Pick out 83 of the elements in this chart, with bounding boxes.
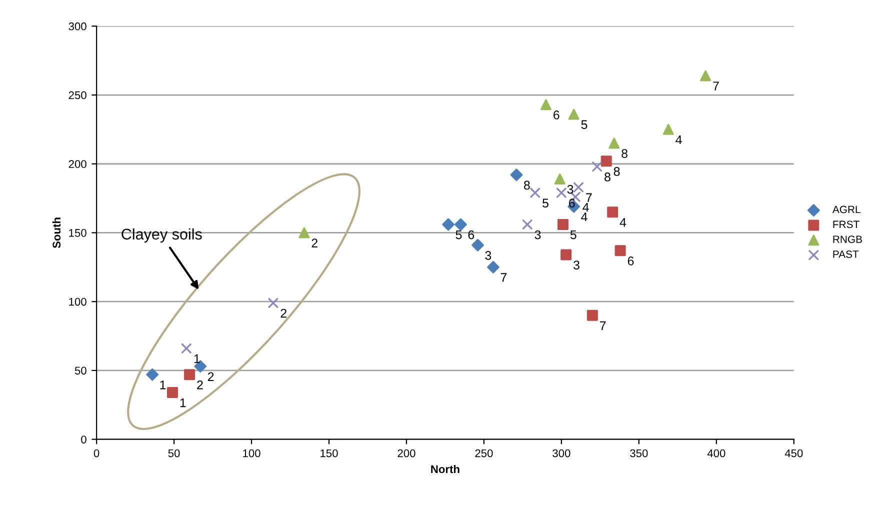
point (510, 168, 523, 182)
legend-label: RNGB (833, 236, 862, 243)
point (700, 70, 712, 82)
y-axis-title: South (52, 218, 61, 248)
annotation: 8 (604, 172, 610, 182)
point (662, 124, 674, 135)
point (600, 156, 612, 167)
point (560, 249, 572, 260)
annotation: 7 (713, 82, 719, 90)
annotation: 5 (542, 198, 548, 208)
annotation: 4 (582, 202, 589, 212)
y-tick-label: 150 (69, 229, 86, 237)
annotation: 3 (567, 184, 574, 194)
x-tick-label: 300 (552, 449, 570, 458)
annotation: 2 (197, 380, 203, 390)
x-tick-label: 150 (320, 449, 338, 458)
x-tick-label: 200 (398, 449, 416, 458)
point (166, 387, 178, 398)
annotation: 5 (456, 230, 462, 240)
point (442, 218, 455, 231)
y-tick-label: 0 (81, 436, 86, 444)
y-tick-label: 300 (68, 22, 86, 30)
point (608, 138, 620, 149)
x-tick-label: 450 (784, 449, 803, 458)
point (586, 310, 598, 321)
point (184, 369, 196, 380)
point (472, 238, 484, 252)
point (454, 218, 467, 231)
annotation: 7 (586, 193, 592, 202)
annotation: 7 (500, 273, 507, 282)
annotation: 5 (581, 120, 588, 130)
x-tick-label: 50 (168, 449, 180, 458)
annotation: 1 (194, 354, 200, 364)
annotation: 6 (468, 230, 474, 240)
y-tick-label: 100 (69, 298, 86, 306)
x-axis-title: North (431, 464, 460, 474)
annotation: 2 (208, 372, 214, 381)
point (568, 108, 580, 120)
point (554, 174, 566, 185)
y-tick-label: 250 (68, 91, 86, 100)
annotation: 4 (620, 218, 626, 227)
point (180, 342, 192, 354)
x-tick-label: 250 (475, 449, 493, 458)
annotation: 5 (570, 230, 576, 240)
point (540, 99, 552, 110)
point (556, 187, 567, 198)
point (614, 245, 626, 256)
annotation: 6 (569, 198, 575, 208)
point (572, 182, 584, 193)
annotation: 7 (600, 321, 606, 330)
annotation: Clayey soils (122, 228, 202, 243)
point (607, 206, 618, 218)
annotation: 8 (614, 167, 620, 176)
y-tick-label: 200 (68, 160, 86, 168)
x-tick-label: 0 (94, 449, 100, 458)
annotation: 3 (534, 230, 541, 240)
annotation: 3 (574, 260, 580, 270)
point (530, 187, 541, 198)
annotation: 3 (485, 251, 492, 260)
annotation: 2 (312, 238, 318, 248)
x-tick-label: 100 (243, 449, 260, 458)
point (592, 161, 603, 172)
x-tick-label: 350 (630, 449, 648, 458)
legend-label: AGRL (832, 206, 860, 214)
point (146, 368, 159, 381)
y-tick-label: 50 (74, 366, 86, 375)
annotation: 6 (554, 110, 560, 120)
point (522, 218, 533, 230)
annotation: 2 (280, 308, 286, 318)
annotation: 8 (622, 149, 628, 158)
legend-label: PAST (833, 250, 859, 258)
legend-label: FRST (833, 220, 860, 228)
annotation: 1 (160, 380, 166, 390)
annotation: 4 (676, 135, 682, 144)
point (487, 260, 500, 274)
annotation: 1 (180, 398, 186, 408)
point (268, 297, 279, 308)
annotation: 6 (628, 256, 634, 266)
point (557, 218, 568, 230)
annotation: 4 (581, 212, 588, 222)
annotation: 8 (524, 180, 530, 190)
x-tick-label: 400 (707, 449, 726, 458)
point (298, 227, 310, 238)
